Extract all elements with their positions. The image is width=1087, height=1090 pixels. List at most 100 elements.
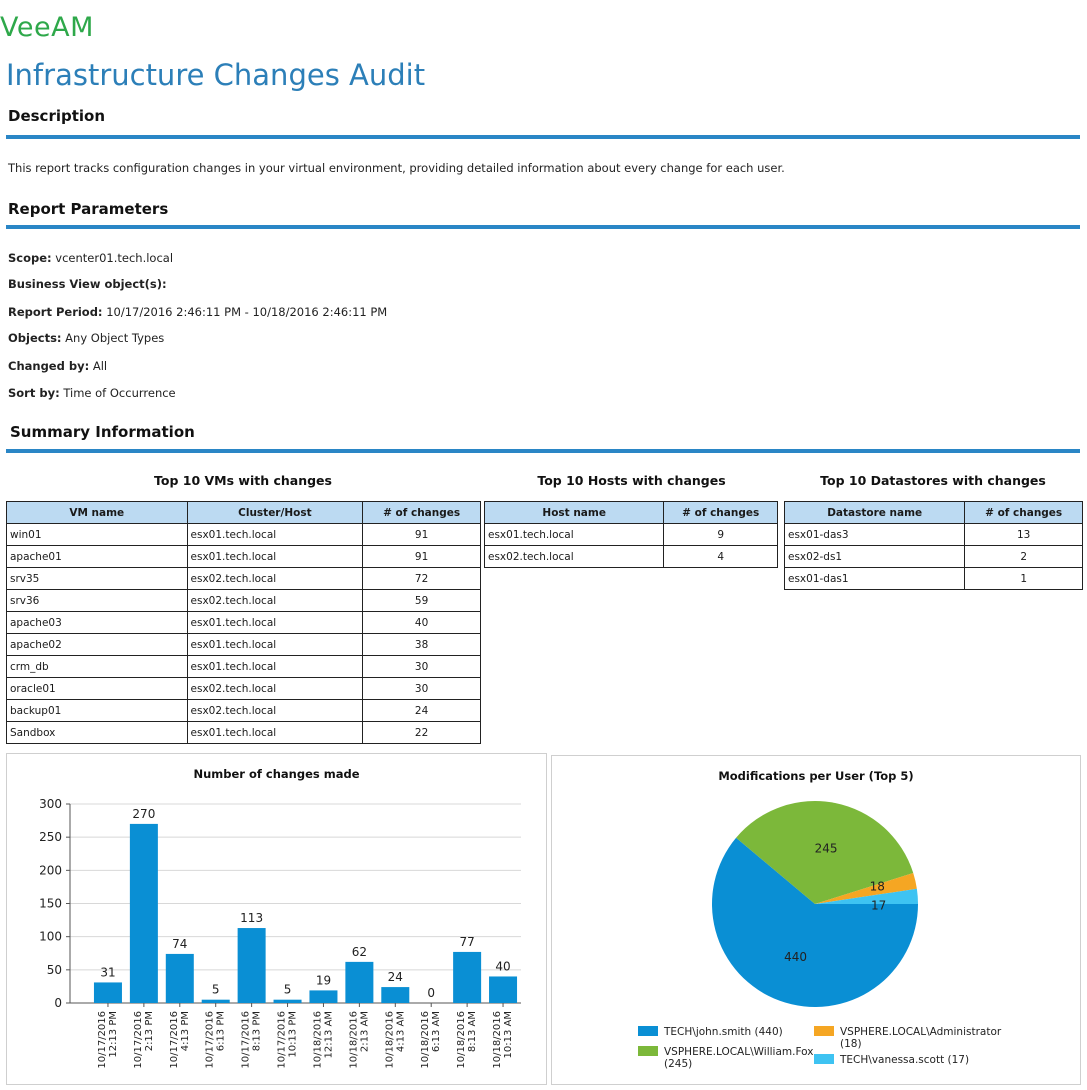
table-cell: 40 bbox=[362, 611, 481, 634]
table-row[interactable]: backup01 esx02.tech.local 24 bbox=[6, 699, 481, 722]
bar[interactable] bbox=[129, 823, 158, 1003]
pie-slice[interactable] bbox=[712, 837, 918, 1007]
table-row[interactable]: win01 esx01.tech.local 91 bbox=[6, 523, 481, 546]
x-tick-label: 10/17/2016 4:13 PM bbox=[169, 1011, 191, 1069]
x-tick-label-date: 10/17/2016 bbox=[169, 1011, 180, 1069]
table-cell: 30 bbox=[362, 677, 481, 700]
y-tick-label: 200 bbox=[39, 863, 62, 877]
legend-swatch bbox=[814, 1054, 834, 1064]
table-row[interactable]: apache03 esx01.tech.local 40 bbox=[6, 611, 481, 634]
table-row[interactable]: apache02 esx01.tech.local 38 bbox=[6, 633, 481, 656]
pie-chart-panel: Modifications per User (Top 5) 440 245 18 1… bbox=[551, 755, 1081, 1085]
bar-value-label: 31 bbox=[100, 965, 115, 979]
bar-value-label: 113 bbox=[240, 911, 263, 925]
table-row[interactable]: esx02-ds1 2 bbox=[783, 545, 1083, 568]
x-tick-label-time: 10:13 AM bbox=[503, 1011, 514, 1058]
x-tick-label-time: 2:13 AM bbox=[359, 1011, 370, 1052]
bar[interactable] bbox=[201, 999, 230, 1003]
section-divider bbox=[6, 135, 1080, 139]
table-cell: Sandbox bbox=[6, 721, 188, 744]
table-cell: esx02-ds1 bbox=[783, 545, 966, 568]
table-cell: esx01.tech.local bbox=[186, 721, 364, 744]
table-cell: esx02.tech.local bbox=[186, 567, 364, 590]
table-cell: 4 bbox=[663, 545, 778, 568]
param-sort-by: Sort by: Time of Occurrence bbox=[8, 386, 176, 400]
x-tick-label-date: 10/17/2016 bbox=[97, 1011, 108, 1069]
pie-value-label: 18 bbox=[870, 880, 885, 894]
table-row[interactable]: srv35 esx02.tech.local 72 bbox=[6, 567, 481, 590]
host-table: Host name # of changes esx01.tech.local 9… bbox=[483, 501, 778, 568]
pie-slice[interactable] bbox=[736, 801, 914, 904]
x-tick-label: 10/17/2016 2:13 PM bbox=[133, 1011, 155, 1069]
x-tick-label-date: 10/18/2016 bbox=[312, 1011, 323, 1069]
x-tick-label-date: 10/18/2016 bbox=[456, 1011, 467, 1069]
bar[interactable] bbox=[453, 951, 482, 1003]
column-header[interactable]: VM name bbox=[6, 501, 188, 524]
table-row[interactable]: apache01 esx01.tech.local 91 bbox=[6, 545, 481, 568]
table-row[interactable]: oracle01 esx02.tech.local 30 bbox=[6, 677, 481, 700]
bar[interactable] bbox=[309, 990, 338, 1003]
y-tick-label: 0 bbox=[54, 996, 62, 1010]
legend-label: TECH\john.smith (440) bbox=[663, 1026, 783, 1038]
y-tick-label: 100 bbox=[39, 930, 62, 944]
column-header[interactable]: # of changes bbox=[964, 501, 1083, 524]
x-tick-label-time: 4:13 AM bbox=[395, 1011, 406, 1052]
table-row[interactable]: esx01-das3 13 bbox=[783, 523, 1083, 546]
bar-value-label: 19 bbox=[316, 973, 331, 987]
column-header[interactable]: Cluster/Host bbox=[186, 501, 364, 524]
table-cell: apache02 bbox=[6, 633, 188, 656]
table-row[interactable]: esx01-das1 1 bbox=[783, 567, 1083, 590]
bar[interactable] bbox=[345, 961, 374, 1003]
table-row[interactable]: Sandbox esx01.tech.local 22 bbox=[6, 721, 481, 744]
table-cell: 9 bbox=[663, 523, 778, 546]
column-header[interactable]: Host name bbox=[483, 501, 665, 524]
table-cell: srv35 bbox=[6, 567, 188, 590]
pie-slice[interactable] bbox=[815, 888, 918, 904]
column-header[interactable]: Datastore name bbox=[783, 501, 966, 524]
table-row[interactable]: srv36 esx02.tech.local 59 bbox=[6, 589, 481, 612]
table-cell: esx01-das1 bbox=[783, 567, 966, 590]
bar[interactable] bbox=[273, 999, 302, 1003]
bar[interactable] bbox=[381, 987, 410, 1003]
param-business-view: Business View object(s): bbox=[8, 277, 167, 291]
column-header[interactable]: # of changes bbox=[663, 501, 778, 524]
legend-swatch bbox=[638, 1046, 658, 1056]
description-text: This report tracks configuration changes… bbox=[8, 161, 785, 175]
table-cell: srv36 bbox=[6, 589, 188, 612]
y-tick-label: 300 bbox=[39, 797, 62, 811]
vm-table-title: Top 10 VMs with changes bbox=[154, 473, 332, 488]
table-cell: esx01-das3 bbox=[783, 523, 966, 546]
bar[interactable] bbox=[93, 982, 122, 1003]
table-row[interactable]: crm_db esx01.tech.local 30 bbox=[6, 655, 481, 678]
section-divider bbox=[6, 449, 1080, 453]
legend-swatch bbox=[814, 1026, 834, 1036]
table-cell: esx02.tech.local bbox=[186, 699, 364, 722]
column-header[interactable]: # of changes bbox=[362, 501, 481, 524]
table-cell: 91 bbox=[362, 545, 481, 568]
table-cell: 72 bbox=[362, 567, 481, 590]
bar-value-label: 270 bbox=[132, 807, 155, 821]
table-cell: 59 bbox=[362, 589, 481, 612]
x-tick-label-date: 10/17/2016 bbox=[205, 1011, 216, 1069]
legend-label: TECH\vanessa.scott (17) bbox=[839, 1054, 969, 1066]
pie-slice[interactable] bbox=[815, 873, 917, 904]
table-header-row: Datastore name # of changes bbox=[783, 501, 1083, 524]
pie-value-label: 17 bbox=[871, 898, 886, 912]
x-tick-label: 10/18/2016 2:13 AM bbox=[348, 1011, 370, 1069]
y-tick-label: 50 bbox=[47, 963, 62, 977]
bar[interactable] bbox=[237, 928, 266, 1003]
bar-value-label: 62 bbox=[352, 945, 367, 959]
y-tick-label: 150 bbox=[39, 897, 62, 911]
table-row[interactable]: esx01.tech.local 9 bbox=[483, 523, 778, 546]
bar-value-label: 0 bbox=[427, 986, 435, 1000]
param-scope: Scope: vcenter01.tech.local bbox=[8, 251, 174, 265]
bar[interactable] bbox=[489, 976, 518, 1003]
x-tick-label-time: 8:13 AM bbox=[467, 1011, 478, 1052]
table-cell: esx02.tech.local bbox=[186, 677, 364, 700]
section-heading-summary: Summary Information bbox=[10, 423, 195, 441]
section-heading-parameters: Report Parameters bbox=[8, 200, 169, 218]
x-tick-label-time: 6:13 PM bbox=[216, 1011, 227, 1051]
table-cell: esx01.tech.local bbox=[186, 633, 364, 656]
table-row[interactable]: esx02.tech.local 4 bbox=[483, 545, 778, 568]
bar[interactable] bbox=[165, 953, 194, 1003]
